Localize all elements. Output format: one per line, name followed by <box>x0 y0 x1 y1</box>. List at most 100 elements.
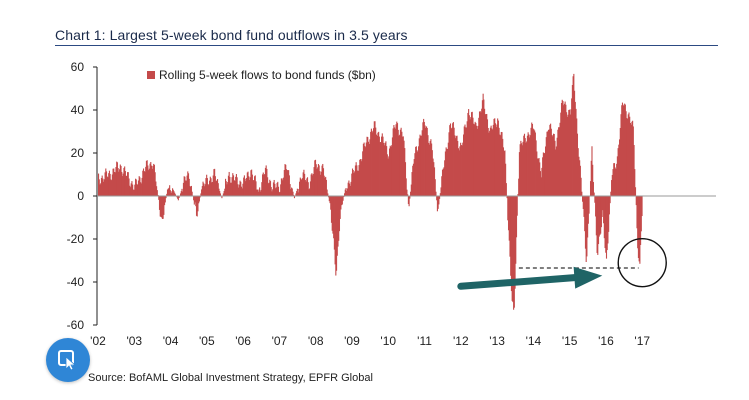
flow-bar <box>124 171 126 196</box>
flow-bar <box>318 165 320 196</box>
flow-bar <box>372 132 374 196</box>
flow-bar <box>505 163 507 196</box>
flow-bar <box>276 182 278 196</box>
flow-bar <box>198 196 200 202</box>
flow-bar <box>465 127 467 196</box>
flow-bar <box>552 136 554 196</box>
flow-bar <box>291 187 293 196</box>
flow-bar <box>513 196 515 310</box>
flow-bar <box>530 127 532 196</box>
flow-bar <box>185 180 187 196</box>
flow-bar <box>481 100 483 196</box>
flow-bar <box>219 193 222 196</box>
flow-bar <box>288 175 290 196</box>
flow-bar <box>351 168 354 196</box>
flow-bar <box>352 170 354 196</box>
flow-bar <box>250 170 252 196</box>
flow-bar <box>597 196 600 245</box>
flow-bar <box>155 181 157 196</box>
flow-bar <box>578 156 580 196</box>
flow-bar <box>542 152 544 196</box>
flow-bar <box>367 141 370 196</box>
flow-bar <box>346 190 348 196</box>
flow-bar <box>550 128 552 196</box>
flow-bar <box>258 189 260 196</box>
flow-bar <box>574 90 576 196</box>
flow-bar <box>166 193 168 196</box>
flow-bar <box>542 157 544 196</box>
flow-bar <box>169 190 171 196</box>
flow-bar <box>193 196 195 205</box>
flow-bar <box>330 196 333 223</box>
flow-bar <box>291 188 293 196</box>
flow-bar <box>431 150 433 196</box>
flow-bar <box>370 128 372 196</box>
flow-bar <box>586 196 588 257</box>
flow-bar <box>636 196 638 229</box>
flow-bar <box>320 171 322 196</box>
flow-bar <box>563 105 565 196</box>
flow-bar <box>322 163 324 196</box>
flow-bar <box>407 194 409 196</box>
flow-bar <box>386 146 388 196</box>
flow-bar <box>383 145 385 196</box>
flow-bar <box>532 128 534 196</box>
flow-bar <box>407 196 409 205</box>
flow-bar <box>278 192 280 196</box>
arrow-shaft <box>457 274 578 290</box>
flow-bar <box>163 196 165 215</box>
flow-bar <box>478 117 480 196</box>
flow-bar <box>209 180 211 196</box>
flow-bar <box>417 151 419 196</box>
flow-bar <box>529 135 531 196</box>
flow-bar <box>632 126 634 196</box>
y-tick-label: 60 <box>71 60 85 74</box>
flow-bar <box>150 161 152 196</box>
flow-bar <box>206 174 208 196</box>
flow-bar <box>611 174 613 196</box>
flow-bar <box>241 188 243 196</box>
flow-bar <box>103 181 105 196</box>
flow-bar <box>336 196 338 271</box>
flow-bar <box>197 196 199 212</box>
flow-bar <box>594 196 596 203</box>
flow-bar <box>394 127 396 196</box>
flow-bar <box>101 175 103 196</box>
flow-bar <box>205 178 207 196</box>
flow-bar <box>211 182 213 196</box>
flow-bar <box>540 177 542 196</box>
flow-bar <box>248 176 250 196</box>
flow-bar <box>524 138 526 196</box>
flow-bar <box>494 123 497 196</box>
flow-bar <box>580 177 582 196</box>
flow-bar <box>554 140 556 196</box>
flow-bar <box>619 128 621 196</box>
flow-bar <box>621 102 624 196</box>
flow-bar <box>335 196 337 276</box>
flow-bar <box>314 159 317 196</box>
flow-bar <box>478 111 481 196</box>
flow-bar <box>629 122 631 196</box>
flow-bar <box>412 163 415 196</box>
flow-bar <box>168 187 170 196</box>
flow-bar <box>374 121 376 196</box>
flow-bar <box>273 179 275 196</box>
flow-bar <box>314 160 316 196</box>
flow-bar <box>328 196 330 198</box>
flow-bar <box>469 119 471 196</box>
flow-bar <box>474 121 476 196</box>
flow-bar <box>404 162 407 196</box>
flow-bar <box>187 173 190 196</box>
flow-bar <box>134 184 136 196</box>
cursor-badge-button[interactable] <box>46 338 90 382</box>
flow-bar <box>341 196 343 206</box>
flow-bar <box>375 134 378 196</box>
flow-bar <box>284 164 286 196</box>
flow-bar <box>136 183 138 196</box>
flow-bar <box>203 183 205 196</box>
flow-bar <box>408 196 410 207</box>
flow-bar <box>378 131 380 196</box>
chart-title: Chart 1: Largest 5-week bond fund outflo… <box>55 27 408 43</box>
flow-bar <box>595 196 597 236</box>
flow-bar <box>461 145 463 196</box>
